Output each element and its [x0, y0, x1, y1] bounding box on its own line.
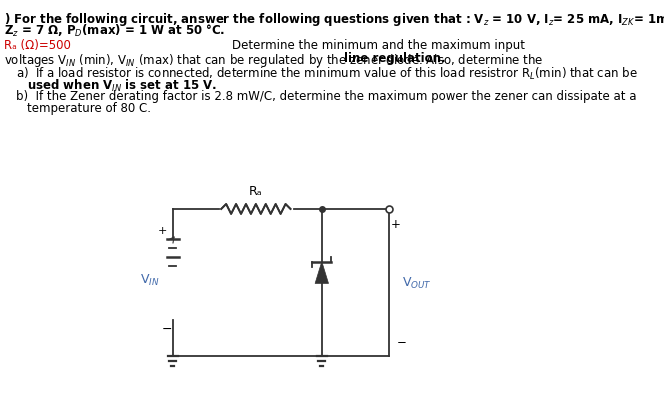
- Text: line regulation.: line regulation.: [344, 52, 446, 65]
- Text: V$_{OUT}$: V$_{OUT}$: [402, 275, 432, 290]
- Text: voltages V$_{IN}$ (min), V$_{IN}$ (max) that can be regulated by the zener diode: voltages V$_{IN}$ (min), V$_{IN}$ (max) …: [5, 52, 544, 69]
- Text: Determine the minimum and the maximum input: Determine the minimum and the maximum in…: [232, 39, 525, 52]
- Text: ) For the following circuit, answer the following questions given that : V$_z$ =: ) For the following circuit, answer the …: [5, 11, 664, 28]
- Text: a)  If a load resistor is connected, determine the minimum value of this load re: a) If a load resistor is connected, dete…: [17, 66, 638, 82]
- Text: Z$_z$ = 7 Ω, P$_D$(max) = 1 W at 50 °C.: Z$_z$ = 7 Ω, P$_D$(max) = 1 W at 50 °C.: [5, 23, 226, 39]
- Text: used when V$_{IN}$ is set at 15 V.: used when V$_{IN}$ is set at 15 V.: [27, 78, 218, 94]
- Text: temperature of 80 C.: temperature of 80 C.: [27, 101, 151, 115]
- Text: +: +: [157, 225, 167, 235]
- Text: V$_{IN}$: V$_{IN}$: [140, 272, 159, 287]
- Text: Rₐ: Rₐ: [249, 185, 263, 198]
- Text: −: −: [161, 322, 172, 335]
- Text: b)  If the Zener derating factor is 2.8 mW/C, determine the maximum power the ze: b) If the Zener derating factor is 2.8 m…: [17, 90, 637, 102]
- Text: Rₐ (Ω)=500: Rₐ (Ω)=500: [5, 39, 71, 52]
- Text: −: −: [396, 335, 406, 348]
- Polygon shape: [315, 262, 329, 284]
- Text: +: +: [391, 217, 401, 230]
